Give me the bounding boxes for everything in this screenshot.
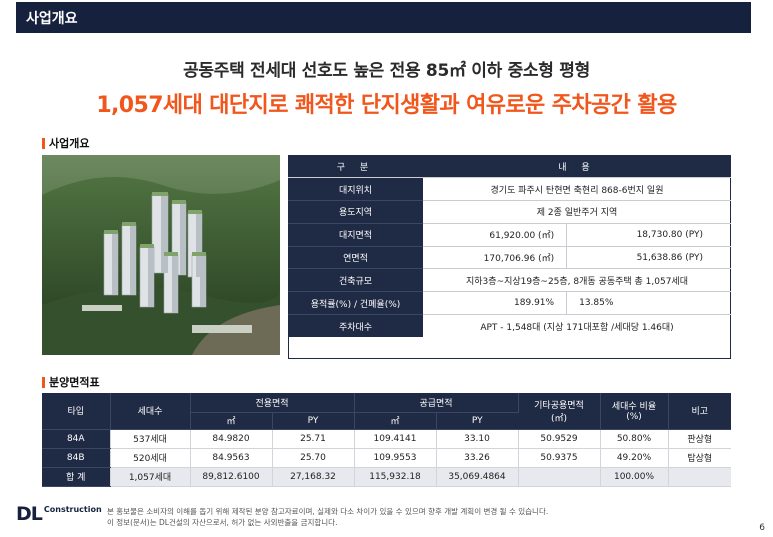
table-row: 용적률(%) / 건폐율(%) 189.91% 13.85% xyxy=(288,291,731,316)
overview-value-right: 13.85% xyxy=(566,291,731,316)
area-other: 50.9529 xyxy=(518,429,601,449)
page-header: 사업개요 xyxy=(16,2,751,33)
area-header-ex-py: PY xyxy=(272,412,355,430)
headline-secondary: 1,057세대 대단지로 쾌적한 단지생활과 여유로운 주차공간 활용 xyxy=(96,93,677,118)
table-row: 대지위치 경기도 파주시 탄현면 축현리 868-6번지 일원 xyxy=(288,177,731,202)
overview-header-row: 구 분 내 용 xyxy=(288,155,731,179)
area-header-ratio: 세대수 비율 (%) xyxy=(600,393,669,430)
area-section-title: 분양면적표 xyxy=(42,374,100,390)
area-header-type: 타입 xyxy=(42,393,111,430)
area-type: 84B xyxy=(42,448,111,468)
page-number: 6 xyxy=(759,523,765,533)
area-header-other-common-unit: (㎡) xyxy=(550,413,568,424)
area-header-other-common: 기타공용면적 (㎡) xyxy=(518,393,601,430)
area-header-note: 비고 xyxy=(668,393,731,430)
logo-text: Construction xyxy=(43,505,102,514)
overview-value: 지하3층~지상19층~25층, 8개동 공동주택 총 1,057세대 xyxy=(423,268,731,293)
overview-label: 주차대수 xyxy=(288,314,423,338)
overview-label: 대지위치 xyxy=(288,177,423,202)
area-header-ratio-unit: (%) xyxy=(626,412,642,423)
area-sup-sqm: 109.4141 xyxy=(354,429,437,449)
area-ex-sqm: 84.9820 xyxy=(190,429,273,449)
dl-construction-logo: DL Construction xyxy=(16,505,102,524)
area-section-label: 분양면적표 xyxy=(49,376,100,389)
area-sup-py: 33.26 xyxy=(436,448,519,468)
area-header-exclusive: 전용면적 xyxy=(190,393,355,413)
overview-value-left: 189.91% xyxy=(423,291,568,316)
complex-rendering-image xyxy=(42,155,280,355)
area-ratio: 50.80% xyxy=(600,429,669,449)
area-units: 520세대 xyxy=(110,448,191,468)
overview-header-content: 내 용 xyxy=(423,155,731,179)
area-subheader-row: ㎡ PY ㎡ PY xyxy=(42,412,731,430)
table-row: 연면적 170,706.96 (㎡) 51,638.86 (PY) xyxy=(288,246,731,270)
overview-value-right: 18,730.80 (PY) xyxy=(566,223,731,247)
area-table: 타입 세대수 전용면적 공급면적 기타공용면적 (㎡) 세대수 비율 (%) 비… xyxy=(42,393,731,487)
area-ex-py: 25.70 xyxy=(272,448,355,468)
overview-value: 제 2종 일반주거 지역 xyxy=(423,200,731,224)
area-header-sup-sqm: ㎡ xyxy=(354,412,437,430)
overview-value: APT - 1,548대 (지상 171대포함 /세대당 1.46대) xyxy=(480,322,674,333)
area-units: 1,057세대 xyxy=(110,467,191,487)
overview-table: 구 분 내 용 대지위치 경기도 파주시 탄현면 축현리 868-6번지 일원 … xyxy=(288,155,731,338)
area-ratio: 49.20% xyxy=(600,448,669,468)
disclaimer: 본 홍보물은 소비자의 이해를 돕기 위해 제작된 분양 참고자료이며, 실제와… xyxy=(107,506,548,528)
area-sup-sqm: 115,932.18 xyxy=(354,467,437,487)
overview-value-left: 61,920.00 (㎡) xyxy=(423,223,568,247)
area-sup-py: 33.10 xyxy=(436,429,519,449)
area-ex-py: 25.71 xyxy=(272,429,355,449)
area-header-ex-sqm: ㎡ xyxy=(190,412,273,430)
overview-value: 경기도 파주시 탄현면 축현리 868-6번지 일원 xyxy=(423,177,731,202)
overview-label: 용도지역 xyxy=(288,200,423,224)
area-ratio: 100.00% xyxy=(600,467,669,487)
table-row: 주차대수 APT - 1,548대 (지상 171대포함 /세대당 1.46대) xyxy=(288,314,731,338)
area-note xyxy=(668,467,731,487)
area-ex-py: 27,168.32 xyxy=(272,467,355,487)
area-note: 판상형 xyxy=(668,429,731,449)
area-type: 합 계 xyxy=(42,467,111,487)
orange-bar-icon xyxy=(42,137,45,149)
disclaimer-line-1: 본 홍보물은 소비자의 이해를 돕기 위해 제작된 분양 참고자료이며, 실제와… xyxy=(107,507,549,516)
area-header-ratio-label: 세대수 비율 xyxy=(611,402,657,413)
orange-bar-icon xyxy=(42,376,45,388)
area-header-sup-py: PY xyxy=(436,412,518,430)
headline-primary: 공동주택 전세대 선호도 높은 전용 85㎡ 이하 중소형 평형 xyxy=(183,61,590,81)
disclaimer-line-2: 이 정보(문서)는 DL건설의 자산으로서, 허가 없는 사외반출을 금지합니다… xyxy=(107,518,338,527)
overview-header-category: 구 분 xyxy=(288,155,423,179)
overview-section-title: 사업개요 xyxy=(42,135,89,151)
area-sup-py: 35,069.4864 xyxy=(436,467,519,487)
area-other xyxy=(518,467,601,487)
area-header-units: 세대수 xyxy=(110,393,191,430)
overview-value-right: 51,638.86 (PY) xyxy=(566,246,731,270)
table-row: 건축규모 지하3층~지상19층~25층, 8개동 공동주택 총 1,057세대 xyxy=(288,268,731,293)
area-units: 537세대 xyxy=(110,429,191,449)
area-type: 84A xyxy=(42,429,111,449)
table-row: 대지면적 61,920.00 (㎡) 18,730.80 (PY) xyxy=(288,223,731,247)
area-note: 탑상형 xyxy=(668,448,731,468)
overview-label: 건축규모 xyxy=(288,268,423,293)
area-sup-sqm: 109.9553 xyxy=(354,448,437,468)
table-row-total: 합 계 1,057세대 89,812.6100 27,168.32 115,93… xyxy=(42,467,731,487)
area-header-supply: 공급면적 xyxy=(354,393,519,413)
area-other: 50.9375 xyxy=(518,448,601,468)
table-row: 84B 520세대 84.9563 25.70 109.9553 33.26 5… xyxy=(42,448,731,468)
area-ex-sqm: 89,812.6100 xyxy=(190,467,273,487)
overview-label: 대지면적 xyxy=(288,223,423,247)
page-header-title: 사업개요 xyxy=(26,10,78,27)
table-row: 용도지역 제 2종 일반주거 지역 xyxy=(288,200,731,224)
area-header-other-common-label: 기타공용면적 xyxy=(534,400,584,411)
area-header-row: 타입 세대수 전용면적 공급면적 기타공용면적 (㎡) 세대수 비율 (%) 비… xyxy=(42,393,731,430)
overview-label: 연면적 xyxy=(288,246,423,270)
overview-value-left: 170,706.96 (㎡) xyxy=(423,246,568,270)
logo-mark: DL xyxy=(16,503,43,525)
area-ex-sqm: 84.9563 xyxy=(190,448,273,468)
table-row: 84A 537세대 84.9820 25.71 109.4141 33.10 5… xyxy=(42,429,731,449)
overview-label: 용적률(%) / 건폐율(%) xyxy=(288,291,423,316)
overview-section-label: 사업개요 xyxy=(49,137,90,150)
